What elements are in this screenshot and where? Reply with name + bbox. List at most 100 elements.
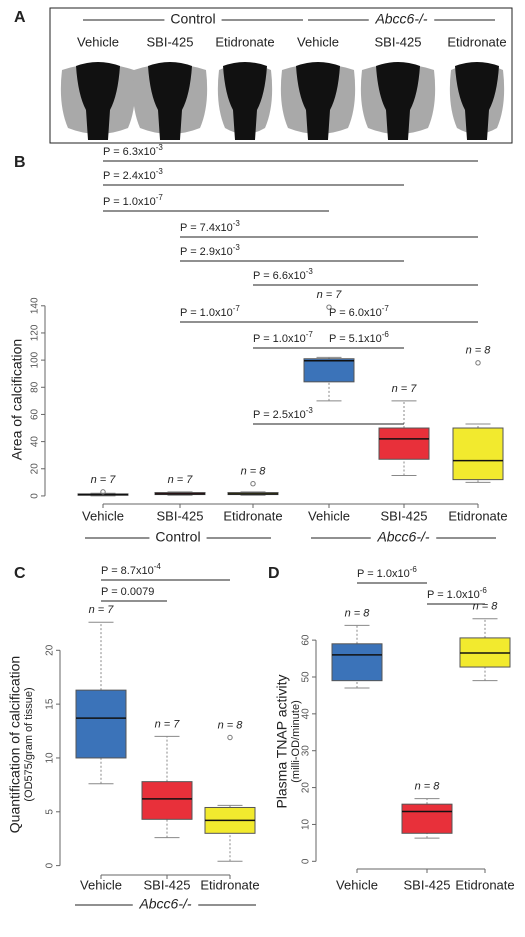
x-tick-label: Vehicle	[336, 877, 378, 892]
p-value-text: P = 6.6x10	[253, 270, 306, 282]
outlier	[227, 734, 233, 741]
treatment-label: SBI-425	[147, 34, 194, 49]
p-value: P = 2.9x10-3	[180, 243, 240, 258]
box	[452, 427, 504, 481]
p-value-exponent: -3	[233, 243, 241, 252]
y-axis-label: Quantification of calcification	[7, 656, 23, 833]
group-label: Abcc6-/-	[138, 896, 191, 912]
p-value-text: P = 0.0079	[101, 586, 154, 598]
group-label: Control	[170, 11, 215, 27]
p-value-exponent: -6	[480, 586, 488, 595]
y-tick-label: 100	[30, 351, 41, 368]
x-tick-label: Etidronate	[455, 877, 514, 892]
p-value-exponent: -6	[382, 330, 390, 339]
y-axis-label: Area of calcification	[9, 339, 25, 460]
y-tick-label: 40	[301, 708, 312, 720]
panel-frame	[49, 7, 513, 144]
p-value: P = 1.0x10-7	[103, 193, 163, 208]
p-value-text: P = 1.0x10	[103, 196, 156, 208]
p-value-text: P = 6.0x10	[329, 307, 382, 319]
x-tick-label: SBI-425	[404, 877, 451, 892]
mouse-silhouette	[376, 62, 420, 140]
y-axis-sublabel: (OD575/gram of tissue)	[23, 687, 35, 801]
p-value-text: P = 1.0x10	[357, 568, 410, 580]
y-tick-label: 0	[30, 493, 41, 499]
n-label: n = 7	[91, 474, 117, 486]
p-value-exponent: -4	[154, 562, 162, 571]
panel-label: C	[14, 565, 26, 582]
y-tick-label: 120	[30, 324, 41, 341]
outlier	[100, 489, 106, 495]
n-label: n = 8	[345, 607, 371, 619]
n-label: n = 8	[218, 719, 244, 731]
x-tick-label: Etidronate	[200, 877, 259, 892]
y-tick-label: 10	[45, 752, 56, 764]
p-value-text: P = 5.1x10	[329, 333, 382, 345]
y-axis-label: Plasma TNAP activity	[274, 674, 290, 808]
p-value-text: P = 2.5x10	[253, 409, 306, 421]
box	[141, 781, 193, 820]
outlier	[475, 360, 481, 366]
y-tick-label: 140	[30, 297, 41, 314]
box	[331, 643, 383, 682]
y-tick-label: 30	[301, 745, 312, 757]
p-value: P = 5.1x10-6	[329, 330, 389, 345]
n-label: n = 8	[466, 345, 492, 357]
treatment-label: Vehicle	[77, 34, 119, 49]
p-value-exponent: -6	[410, 565, 418, 574]
y-tick-label: 50	[301, 671, 312, 683]
mouse-silhouette	[455, 62, 499, 140]
x-tick-label: Etidronate	[448, 508, 507, 523]
p-value: P = 0.0079	[101, 586, 154, 598]
p-value-exponent: -7	[382, 304, 390, 313]
p-value-exponent: -3	[306, 406, 314, 415]
p-value-exponent: -7	[306, 330, 314, 339]
p-value-exponent: -7	[233, 304, 241, 313]
outlier	[326, 304, 332, 310]
y-tick-label: 0	[45, 862, 56, 868]
p-value-exponent: -7	[156, 193, 164, 202]
n-label: n = 7	[317, 289, 343, 301]
x-tick-label: SBI-425	[144, 877, 191, 892]
x-tick-label: SBI-425	[157, 508, 204, 523]
mouse-silhouette	[223, 62, 267, 140]
group-label: Abcc6-/-	[374, 11, 427, 27]
p-value-text: P = 8.7x10	[101, 565, 154, 577]
p-value-text: P = 7.4x10	[180, 222, 233, 234]
p-value-exponent: -3	[156, 143, 164, 152]
p-value-text: P = 2.9x10	[180, 246, 233, 258]
mouse-silhouette	[148, 62, 192, 140]
y-axis-sublabel: (milli-OD/minute)	[290, 700, 302, 783]
p-value-text: P = 1.0x10	[180, 307, 233, 319]
y-tick-label: 20	[30, 463, 41, 475]
p-value: P = 1.0x10-6	[357, 565, 417, 580]
y-tick-label: 60	[30, 408, 41, 420]
p-value: P = 8.7x10-4	[101, 562, 161, 577]
panel-label: A	[14, 9, 26, 26]
x-tick-label: Vehicle	[308, 508, 350, 523]
n-label: n = 7	[392, 383, 418, 395]
treatment-label: Vehicle	[297, 34, 339, 49]
box	[378, 427, 430, 460]
p-value: P = 6.3x10-3	[103, 143, 163, 158]
y-tick-label: 5	[45, 809, 56, 815]
p-value: P = 1.0x10-6	[427, 586, 487, 601]
group-label: Abcc6-/-	[376, 529, 429, 545]
n-label: n = 8	[473, 601, 499, 613]
box	[303, 358, 355, 383]
treatment-label: SBI-425	[375, 34, 422, 49]
n-label: n = 8	[415, 781, 441, 793]
mouse-silhouette	[296, 62, 340, 140]
n-label: n = 8	[241, 466, 267, 478]
p-value: P = 6.0x10-7	[329, 304, 389, 319]
group-label: Control	[155, 529, 200, 545]
y-tick-label: 10	[301, 818, 312, 830]
p-value-text: P = 1.0x10	[253, 333, 306, 345]
y-tick-label: 60	[301, 634, 312, 646]
p-value-exponent: -3	[156, 167, 164, 176]
x-tick-label: Vehicle	[82, 508, 124, 523]
y-tick-label: 80	[30, 381, 41, 393]
y-tick-label: 40	[30, 436, 41, 448]
x-tick-label: SBI-425	[381, 508, 428, 523]
